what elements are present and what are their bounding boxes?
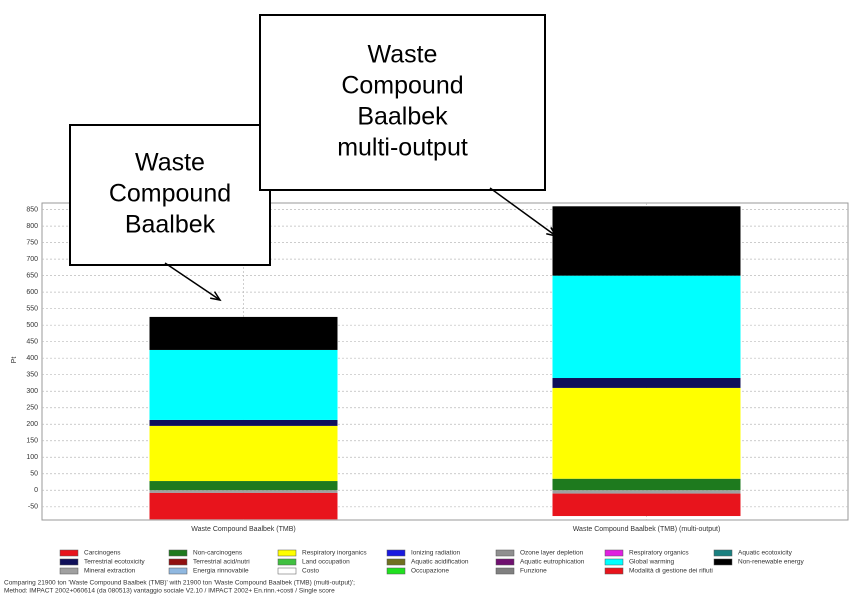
y-tick-label: 750: [26, 239, 38, 246]
legend-label: Occupazione: [411, 568, 449, 575]
callout-text: Baalbek: [125, 211, 216, 239]
legend-label: Land occupation: [302, 559, 350, 566]
bar-segment: [149, 349, 338, 420]
legend-label: Energia rinnovabile: [193, 568, 249, 575]
y-tick-label: 300: [26, 388, 38, 395]
legend-swatch: [59, 558, 79, 566]
y-tick-label: 800: [26, 223, 38, 230]
legend-swatch: [386, 567, 406, 575]
y-tick-label: 200: [26, 421, 38, 428]
bar-segment: [149, 316, 338, 350]
footer-text: Method: IMPACT 2002+060614 (da 080513) v…: [4, 588, 335, 595]
legend-swatch: [495, 567, 515, 575]
bar-segment: [552, 493, 741, 517]
legend-swatch: [604, 558, 624, 566]
y-tick-label: 50: [30, 471, 38, 478]
legend-label: Aquatic eutrophication: [520, 559, 585, 566]
callout-text: Waste: [135, 149, 205, 177]
legend-label: Terrestrial acid/nutri: [193, 559, 250, 566]
bar-segment: [552, 387, 741, 479]
legend-swatch: [168, 549, 188, 557]
callout-box: [69, 124, 271, 266]
legend-swatch: [277, 567, 297, 575]
legend-label: Ionizing radiation: [411, 550, 461, 557]
legend-label: Aquatic ecotoxicity: [738, 550, 793, 557]
callout-box: [259, 14, 546, 191]
y-tick-label: 600: [26, 289, 38, 296]
legend-swatch: [168, 567, 188, 575]
y-tick-label: -50: [28, 504, 38, 511]
legend-label: Carcinogens: [84, 550, 121, 557]
y-tick-label: 250: [26, 405, 38, 412]
bar-segment: [552, 478, 741, 491]
legend-label: Terrestrial ecotoxicity: [84, 559, 145, 566]
y-tick-label: 100: [26, 454, 38, 461]
callout-arrowhead: [546, 227, 558, 238]
callout-text: Waste: [368, 41, 438, 69]
legend-label: Global warming: [629, 559, 675, 566]
bar-segment: [552, 378, 741, 388]
bar-segment: [149, 481, 338, 491]
y-tick-label: 650: [26, 272, 38, 279]
y-tick-label: 150: [26, 438, 38, 445]
legend-label: Costo: [302, 568, 319, 575]
y-tick-label: 700: [26, 256, 38, 263]
callout-text: multi-output: [337, 134, 468, 162]
legend-label: Modalità di gestione dei rifiuti: [629, 568, 713, 575]
legend-swatch: [495, 549, 515, 557]
y-tick-label: 450: [26, 339, 38, 346]
legend-label: Ozone layer depletion: [520, 550, 584, 557]
legend-swatch: [386, 549, 406, 557]
y-tick-label: 500: [26, 322, 38, 329]
x-tick-label: Waste Compound Baalbek (TMB) (multi-outp…: [573, 526, 721, 533]
legend-swatch: [495, 558, 515, 566]
legend-swatch: [277, 549, 297, 557]
bar-segment: [149, 425, 338, 482]
y-tick-label: 400: [26, 355, 38, 362]
legend-swatch: [713, 558, 733, 566]
legend-label: Respiratory organics: [629, 550, 689, 557]
y-tick-label: 0: [34, 487, 38, 494]
y-tick-label: 350: [26, 372, 38, 379]
legend-label: Aquatic acidification: [411, 559, 469, 566]
y-tick-label: 850: [26, 206, 38, 213]
legend-label: Non-renewable energy: [738, 559, 805, 566]
legend-swatch: [168, 558, 188, 566]
bar-segment: [149, 490, 338, 493]
legend-swatch: [277, 558, 297, 566]
bar-segment: [552, 490, 741, 494]
legend-swatch: [713, 549, 733, 557]
legend-label: Funzione: [520, 568, 547, 575]
callout-text: Compound: [109, 180, 231, 208]
footer-text: Comparing 21900 ton 'Waste Compound Baal…: [4, 580, 355, 587]
legend-swatch: [604, 567, 624, 575]
callout-arrow: [164, 262, 221, 301]
legend-label: Respiratory inorganics: [302, 550, 367, 557]
legend-label: Mineral extraction: [84, 568, 136, 575]
legend-swatch: [386, 558, 406, 566]
callout-text: Baalbek: [357, 103, 448, 131]
y-tick-label: 550: [26, 306, 38, 313]
bar-segment: [149, 492, 338, 520]
callout-text: Compound: [341, 72, 463, 100]
callout-arrowhead: [210, 291, 222, 302]
legend-label: Non-carcinogens: [193, 550, 243, 557]
legend-swatch: [59, 549, 79, 557]
x-tick-label: Waste Compound Baalbek (TMB): [191, 526, 295, 533]
bar-segment: [552, 206, 741, 276]
bar-segment: [552, 275, 741, 379]
legend-swatch: [59, 567, 79, 575]
callout-arrow: [489, 187, 557, 237]
y-axis-label: Pt: [11, 357, 18, 364]
bar-segment: [149, 419, 338, 426]
legend-swatch: [604, 549, 624, 557]
